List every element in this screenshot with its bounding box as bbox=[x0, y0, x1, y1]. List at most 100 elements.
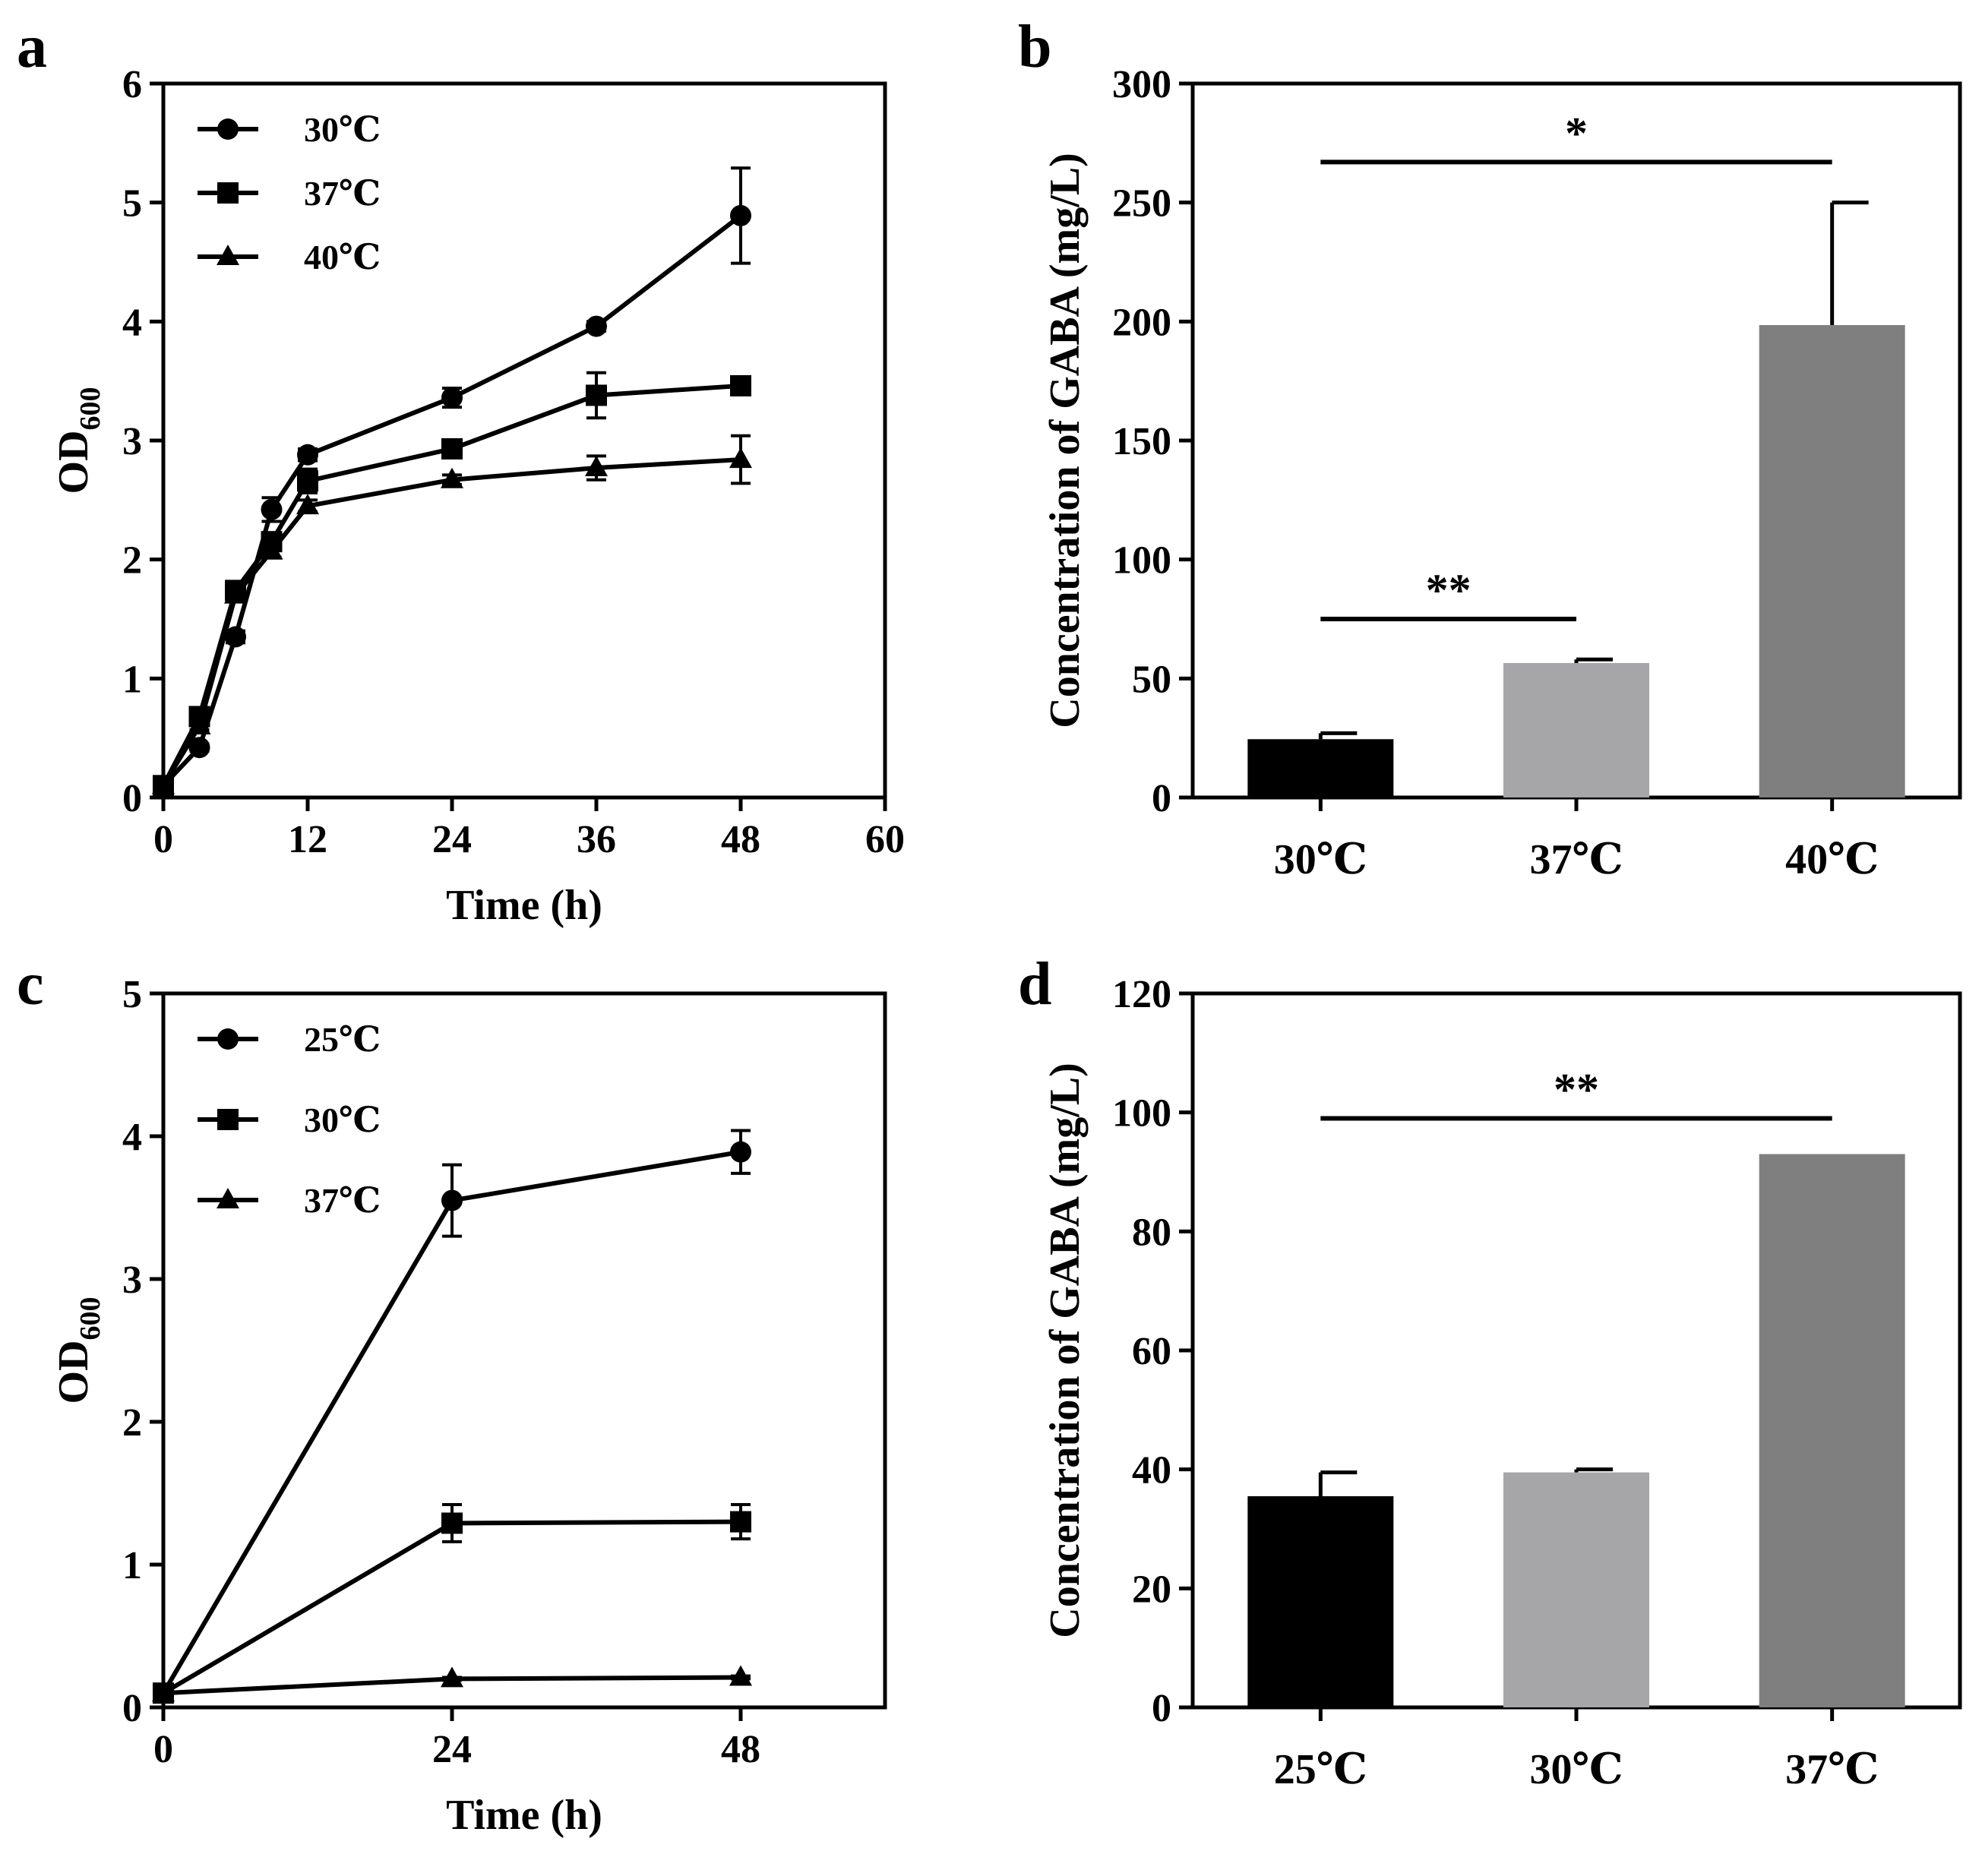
panel-b-bar-chart: b 0 50 100 150 200 250 300 Concentration of GABA… bbox=[1018, 14, 1962, 883]
y-tick-label: 60 bbox=[1132, 1330, 1171, 1373]
x-category-label: 37℃ bbox=[1529, 836, 1623, 883]
y-tick-label: 1 bbox=[122, 658, 142, 701]
y-tick-label: 0 bbox=[1152, 777, 1171, 820]
legend-label: 30℃ bbox=[304, 110, 381, 149]
legend-label: 25℃ bbox=[304, 1020, 381, 1059]
y-tick-label: 4 bbox=[122, 301, 142, 344]
y-tick-label: 0 bbox=[1152, 1687, 1171, 1730]
data-point bbox=[261, 498, 283, 520]
y-axis-label-main: OD bbox=[50, 431, 97, 494]
x-tick-label: 48 bbox=[721, 818, 760, 861]
data-point bbox=[441, 437, 463, 460]
series-line bbox=[161, 383, 741, 787]
y-tick-label: 1 bbox=[122, 1544, 142, 1587]
y-tick-label: 50 bbox=[1132, 658, 1171, 701]
y-axis-label-main: OD bbox=[50, 1341, 97, 1404]
data-point bbox=[729, 1665, 752, 1686]
y-tick-label: 4 bbox=[122, 1116, 142, 1159]
data-point bbox=[296, 494, 319, 515]
data-point bbox=[730, 204, 751, 226]
series-line bbox=[161, 213, 742, 788]
x-category-label: 40℃ bbox=[1785, 836, 1879, 883]
bar-0 bbox=[1247, 1495, 1394, 1707]
legend-marker bbox=[217, 182, 239, 204]
y-tick-label: 200 bbox=[1112, 301, 1171, 344]
legend: 25℃ 30℃ 37℃ bbox=[198, 1020, 381, 1220]
legend-label: 30℃ bbox=[304, 1101, 381, 1139]
series-2 bbox=[152, 434, 752, 794]
data-point bbox=[730, 374, 751, 396]
y-tick-label: 3 bbox=[122, 1259, 142, 1302]
significance-label: ** bbox=[1426, 565, 1471, 615]
y-tick-label: 2 bbox=[122, 1401, 142, 1445]
y-tick-label: 250 bbox=[1112, 182, 1171, 226]
series-2 bbox=[152, 1665, 752, 1702]
y-axis-label-subscript: 600 bbox=[74, 1297, 106, 1341]
y-axis-label: OD600 bbox=[50, 387, 106, 494]
panel-letter: b bbox=[1018, 14, 1052, 81]
legend: 30℃ 37℃ 40℃ bbox=[198, 110, 381, 276]
bar-1 bbox=[1503, 1472, 1649, 1707]
y-tick-label: 100 bbox=[1112, 1092, 1171, 1135]
y-axis-label-text: OD600 bbox=[50, 387, 106, 494]
y-tick-label: 100 bbox=[1112, 539, 1171, 583]
data-point bbox=[297, 444, 318, 466]
x-tick-label: 24 bbox=[432, 818, 472, 861]
bar-2 bbox=[1759, 325, 1905, 797]
data-point bbox=[441, 1189, 463, 1211]
data-point bbox=[730, 1511, 751, 1533]
y-tick-label: 300 bbox=[1112, 63, 1171, 106]
y-tick-label: 5 bbox=[122, 182, 142, 226]
plot-frame bbox=[161, 81, 887, 800]
y-tick-label: 40 bbox=[1132, 1449, 1171, 1492]
x-tick-label: 0 bbox=[153, 1728, 173, 1771]
y-tick-label: 6 bbox=[122, 63, 142, 106]
legend-marker bbox=[217, 1188, 239, 1208]
x-tick-label: 48 bbox=[721, 1728, 760, 1771]
panel-d-bar-chart: d 0 20 40 60 80 100 120 Concentration of GABA (m… bbox=[1018, 951, 1962, 1793]
y-tick-label: 20 bbox=[1132, 1568, 1171, 1611]
legend-label: 40℃ bbox=[304, 238, 381, 276]
legend-marker bbox=[217, 1109, 239, 1130]
legend-label: 37℃ bbox=[304, 174, 381, 213]
x-tick-label: 60 bbox=[865, 818, 905, 861]
series-line bbox=[161, 457, 741, 787]
panel-letter: c bbox=[17, 951, 44, 1018]
x-tick-label: 36 bbox=[577, 818, 616, 861]
y-axis-label-subscript: 600 bbox=[74, 387, 106, 431]
x-axis-label: Time (h) bbox=[446, 882, 602, 929]
data-point bbox=[297, 470, 318, 492]
data-point bbox=[441, 387, 463, 409]
x-tick-label: 12 bbox=[288, 818, 327, 861]
y-axis-label: OD600 bbox=[50, 1297, 106, 1404]
data-point bbox=[225, 626, 246, 648]
bar-2 bbox=[1759, 1154, 1905, 1707]
y-axis-label: Concentration of GABA (mg/L) bbox=[1042, 1063, 1089, 1638]
data-point bbox=[441, 1666, 463, 1688]
x-axis-label: Time (h) bbox=[446, 1792, 602, 1839]
legend-label: 37℃ bbox=[304, 1181, 381, 1220]
bar-0 bbox=[1247, 739, 1394, 797]
x-tick-label: 24 bbox=[432, 1728, 472, 1771]
y-tick-label: 3 bbox=[122, 420, 142, 463]
data-point bbox=[730, 1141, 751, 1163]
y-tick-label: 0 bbox=[122, 777, 142, 820]
data-point bbox=[586, 315, 607, 337]
panel-c-line-chart: c 0 1 2 3 4 5 0 24 48 Time (h) OD600 25℃ 30℃ 37℃ bbox=[17, 951, 887, 1839]
series-0 bbox=[153, 1129, 751, 1704]
data-point bbox=[188, 714, 211, 734]
y-axis-label-text: OD600 bbox=[50, 1297, 106, 1404]
bar-1 bbox=[1503, 662, 1649, 797]
x-tick-label: 0 bbox=[153, 818, 173, 861]
data-point bbox=[152, 773, 175, 794]
panel-letter: a bbox=[17, 14, 47, 81]
x-category-label: 37℃ bbox=[1785, 1746, 1879, 1793]
y-tick-label: 120 bbox=[1112, 973, 1171, 1016]
significance-label: ** bbox=[1554, 1065, 1599, 1115]
y-tick-label: 150 bbox=[1112, 420, 1171, 463]
y-tick-label: 5 bbox=[122, 973, 142, 1016]
data-point bbox=[188, 737, 210, 759]
data-point bbox=[441, 467, 463, 488]
